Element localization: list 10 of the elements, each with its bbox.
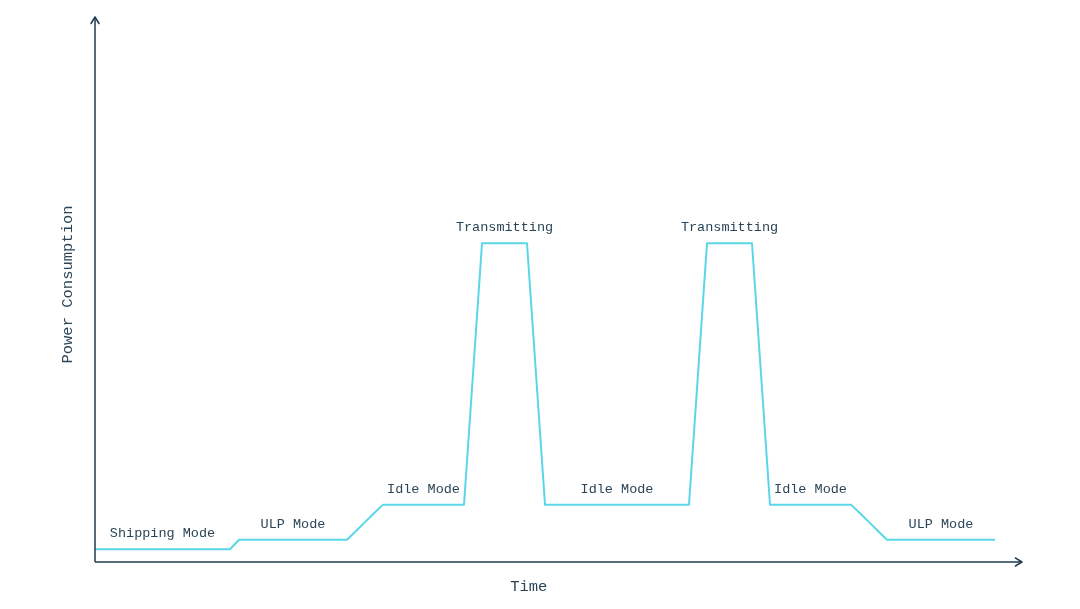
annotation: ULP Mode xyxy=(260,516,326,532)
annotation: Idle Mode xyxy=(774,481,847,497)
annotation: ULP Mode xyxy=(908,516,974,532)
y-axis-title: Power Consumption xyxy=(59,205,77,364)
x-axis-title: Time xyxy=(510,578,548,596)
annotation: Transmitting xyxy=(455,220,554,236)
annotation: Idle Mode xyxy=(387,481,460,497)
annotation: Idle Mode xyxy=(580,481,654,497)
annotation: Transmitting xyxy=(680,220,779,236)
annotation: Shipping Mode xyxy=(109,526,216,542)
